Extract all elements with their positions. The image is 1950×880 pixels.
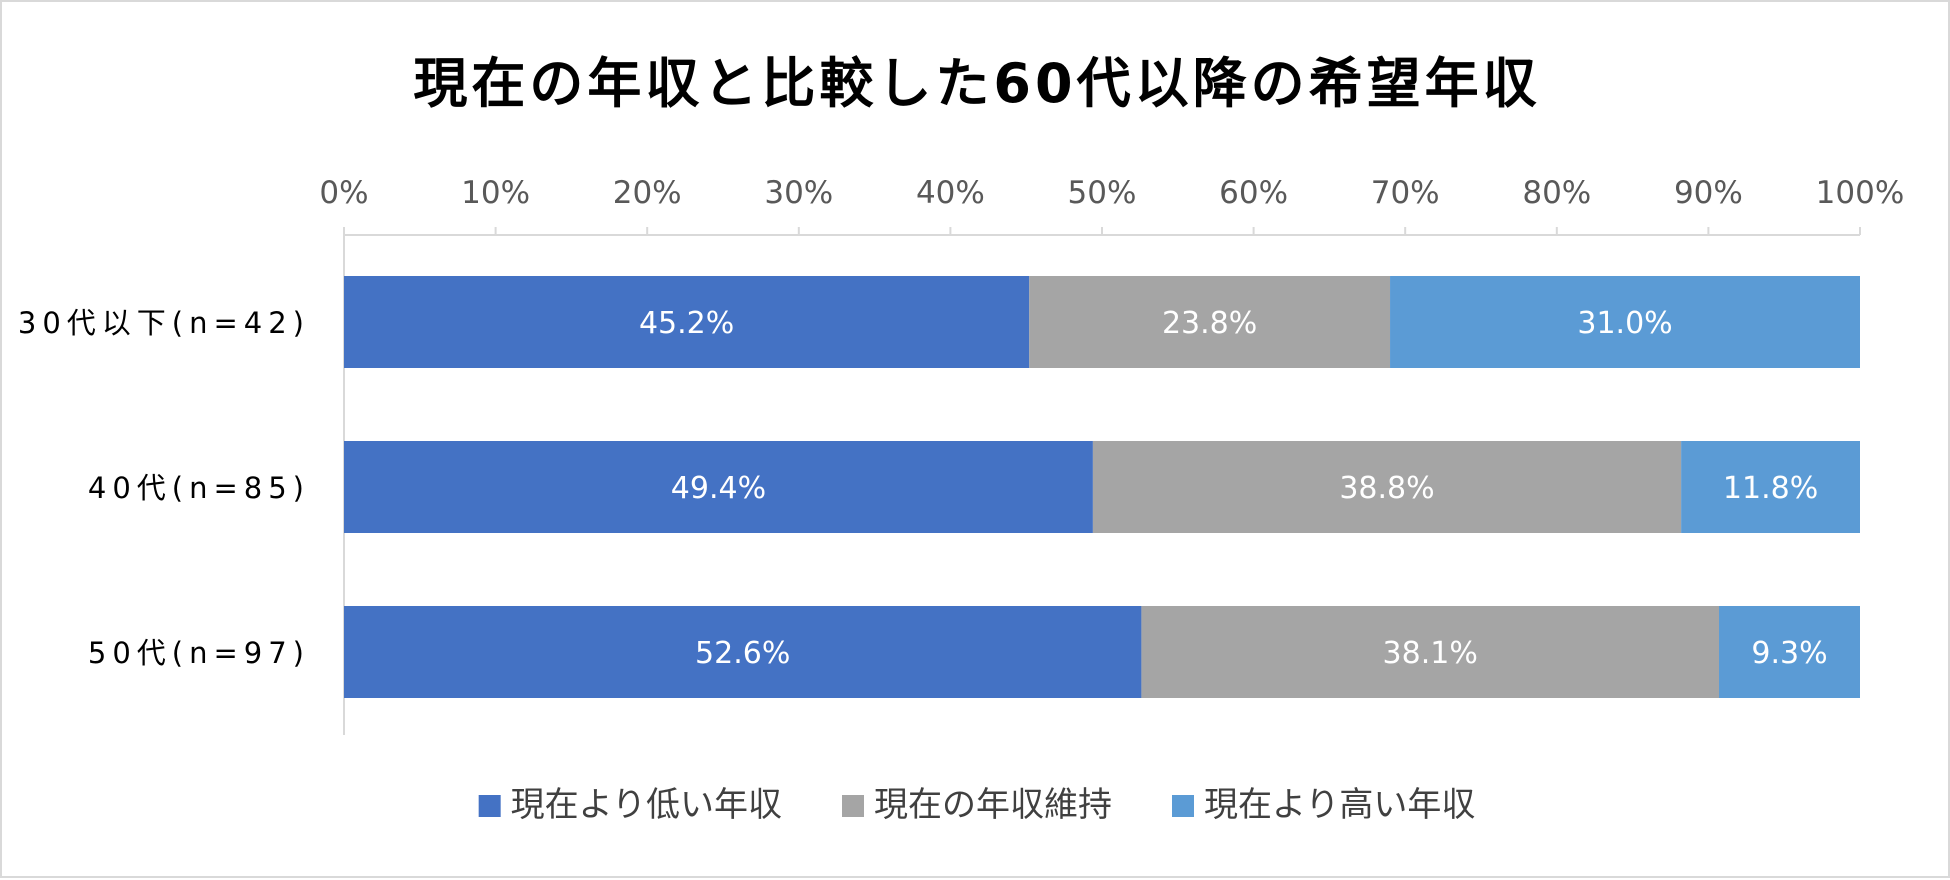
data-label: 52.6% <box>695 636 790 671</box>
legend-swatch <box>478 795 501 817</box>
chart-title: 現在の年収と比較した60代以降の希望年収 <box>413 52 1540 115</box>
x-axis: 0% 10% 20% 30% 40% 50% 60% 70% 80% 90% 100% <box>319 175 1904 735</box>
bars: 45.2% 23.8% 31.0% 49.4% 38.8% 11.8% 52.6% 38.1%… <box>344 276 1860 698</box>
x-tick-label: 10% <box>461 175 530 211</box>
bar-segment <box>1029 276 1391 368</box>
x-tick-label: 100% <box>1816 175 1905 211</box>
bar-segment <box>344 441 1093 533</box>
legend-swatch <box>1172 795 1194 817</box>
y-axis-categories: 30代以下(n=42) 40代(n=85) 50代(n=97) <box>18 306 310 670</box>
bar-segment <box>1092 441 1682 533</box>
legend: 現在より低い年収 現在の年収維持 現在より高い年収 <box>478 785 1475 825</box>
x-tick-label: 50% <box>1068 175 1137 211</box>
x-tick-label: 60% <box>1219 175 1288 211</box>
x-tick-label: 70% <box>1371 175 1440 211</box>
legend-item: 現在より低い年収 <box>478 785 782 825</box>
category-label: 30代以下(n=42) <box>18 306 310 340</box>
category-label: 40代(n=85) <box>88 471 310 505</box>
data-label: 38.8% <box>1339 471 1434 506</box>
bar-segment <box>1719 606 1860 698</box>
legend-label: 現在より高い年収 <box>1204 785 1475 825</box>
data-label: 9.3% <box>1751 636 1827 671</box>
x-tick-label: 80% <box>1522 175 1591 211</box>
legend-label: 現在より低い年収 <box>511 785 782 825</box>
x-tick-label: 0% <box>319 175 368 211</box>
legend-label: 現在の年収維持 <box>874 785 1112 825</box>
data-label: 38.1% <box>1383 636 1478 671</box>
category-label: 50代(n=97) <box>88 636 310 670</box>
x-tick-label: 20% <box>613 175 682 211</box>
bar-segment <box>344 276 1030 368</box>
legend-item: 現在の年収維持 <box>842 785 1112 825</box>
legend-item: 現在より高い年収 <box>1172 785 1475 825</box>
x-tick-label: 40% <box>916 175 985 211</box>
data-label: 31.0% <box>1577 306 1672 341</box>
x-tick-label: 30% <box>764 175 833 211</box>
data-label: 11.8% <box>1723 471 1818 506</box>
x-tick-label: 90% <box>1674 175 1743 211</box>
bar-segment <box>1390 276 1860 368</box>
bar-segment <box>1141 606 1720 698</box>
legend-swatch <box>842 795 864 817</box>
bar-segment <box>344 606 1142 698</box>
data-label: 45.2% <box>639 306 734 341</box>
data-label: 49.4% <box>671 471 766 506</box>
data-label: 23.8% <box>1162 306 1257 341</box>
bar-segment <box>1681 441 1860 533</box>
